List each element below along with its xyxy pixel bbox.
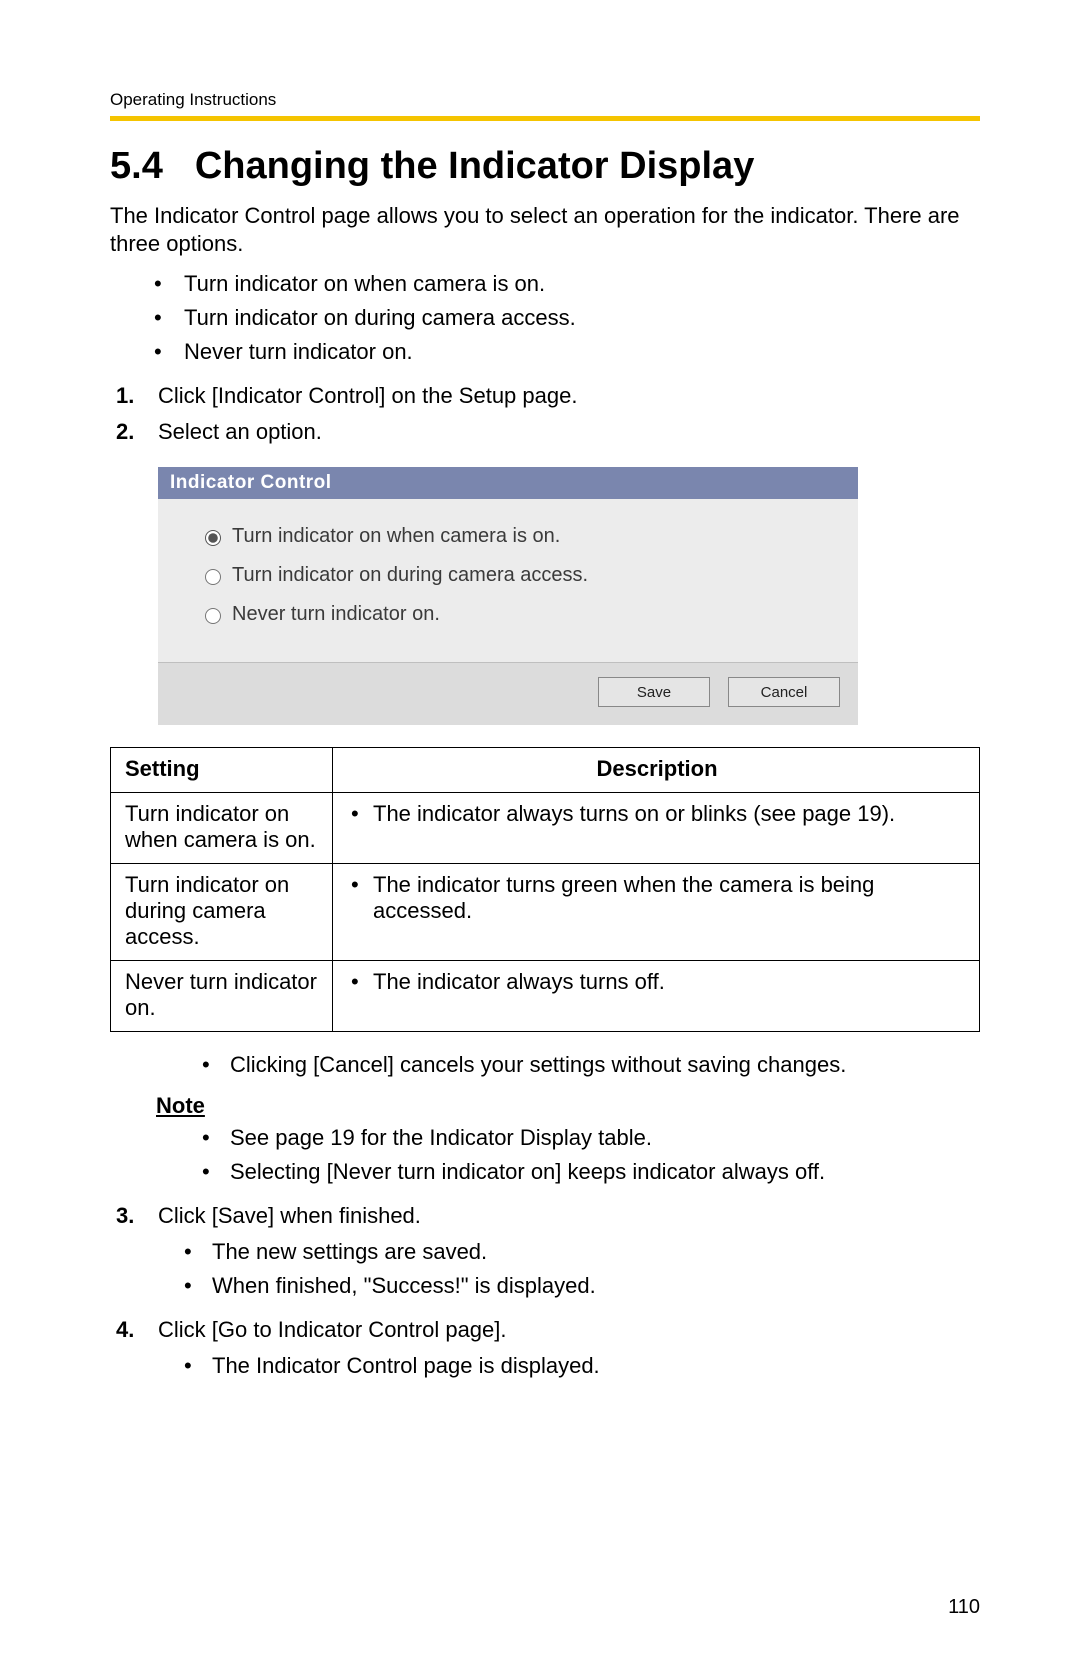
table-header-description: Description <box>333 748 980 793</box>
radio-label: Turn indicator on during camera access. <box>232 564 588 587</box>
option-bullet: Turn indicator on when camera is on. <box>110 267 980 301</box>
cancel-button[interactable]: Cancel <box>728 677 840 707</box>
note-bullets: See page 19 for the Indicator Display ta… <box>110 1121 980 1189</box>
indicator-control-panel: Indicator Control Turn indicator on when… <box>158 467 858 725</box>
radio-option-on-when-camera-on[interactable]: Turn indicator on when camera is on. <box>200 517 836 556</box>
step4-sub-bullets: The Indicator Control page is displayed. <box>92 1349 980 1383</box>
option-bullet-list: Turn indicator on when camera is on. Tur… <box>110 267 980 369</box>
table-row: Never turn indicator on. The indicator a… <box>111 961 980 1032</box>
step-1: Click [Indicator Control] on the Setup p… <box>110 379 980 413</box>
section-title-text: Changing the Indicator Display <box>195 145 755 187</box>
cancel-note-bullet: Clicking [Cancel] cancels your settings … <box>110 1048 980 1082</box>
option-bullet: Turn indicator on during camera access. <box>110 301 980 335</box>
step3-sub-bullets: The new settings are saved. When finishe… <box>92 1235 980 1303</box>
table-header-setting: Setting <box>111 748 333 793</box>
radio-label: Never turn indicator on. <box>232 603 440 626</box>
step4-sub-bullet: The Indicator Control page is displayed. <box>92 1349 980 1383</box>
section-title: 5.4 Changing the Indicator Display <box>110 145 980 188</box>
table-row: Turn indicator on during camera access. … <box>111 864 980 961</box>
section-number: 5.4 <box>110 145 163 188</box>
step3-sub-bullet: When finished, "Success!" is displayed. <box>92 1269 980 1303</box>
table-cell-setting: Never turn indicator on. <box>111 961 333 1032</box>
radio-input[interactable] <box>205 530 221 546</box>
table-cell-description: The indicator always turns off. <box>333 961 980 1032</box>
step3-sub-bullet: The new settings are saved. <box>92 1235 980 1269</box>
table-cell-setting: Turn indicator on when camera is on. <box>111 793 333 864</box>
radio-input[interactable] <box>205 608 221 624</box>
steps-list-continued: Click [Save] when finished. <box>110 1199 980 1233</box>
radio-option-never-on[interactable]: Never turn indicator on. <box>200 595 836 634</box>
note-bullet: See page 19 for the Indicator Display ta… <box>110 1121 980 1155</box>
running-head: Operating Instructions <box>110 90 980 110</box>
panel-options: Turn indicator on when camera is on. Tur… <box>158 499 858 663</box>
settings-table: Setting Description Turn indicator on wh… <box>110 747 980 1032</box>
steps-list-continued-2: Click [Go to Indicator Control page]. <box>110 1313 980 1347</box>
page-number: 110 <box>948 1596 980 1619</box>
table-cell-description: The indicator turns green when the camer… <box>333 864 980 961</box>
option-bullet: Never turn indicator on. <box>110 335 980 369</box>
radio-label: Turn indicator on when camera is on. <box>232 525 560 548</box>
radio-input[interactable] <box>205 569 221 585</box>
page: Operating Instructions 5.4 Changing the I… <box>0 0 1080 1669</box>
intro-paragraph: The Indicator Control page allows you to… <box>110 202 980 257</box>
table-cell-description: The indicator always turns on or blinks … <box>333 793 980 864</box>
panel-title: Indicator Control <box>158 467 858 499</box>
note-label: Note <box>156 1093 980 1119</box>
panel-footer: Save Cancel <box>158 663 858 725</box>
radio-option-on-during-access[interactable]: Turn indicator on during camera access. <box>200 556 836 595</box>
step-2: Select an option. <box>110 415 980 449</box>
step-3: Click [Save] when finished. <box>110 1199 980 1233</box>
header-rule <box>110 116 980 121</box>
steps-list: Click [Indicator Control] on the Setup p… <box>110 379 980 449</box>
table-row: Turn indicator on when camera is on. The… <box>111 793 980 864</box>
table-cell-setting: Turn indicator on during camera access. <box>111 864 333 961</box>
note-bullet: Selecting [Never turn indicator on] keep… <box>110 1155 980 1189</box>
step-4: Click [Go to Indicator Control page]. <box>110 1313 980 1347</box>
save-button[interactable]: Save <box>598 677 710 707</box>
